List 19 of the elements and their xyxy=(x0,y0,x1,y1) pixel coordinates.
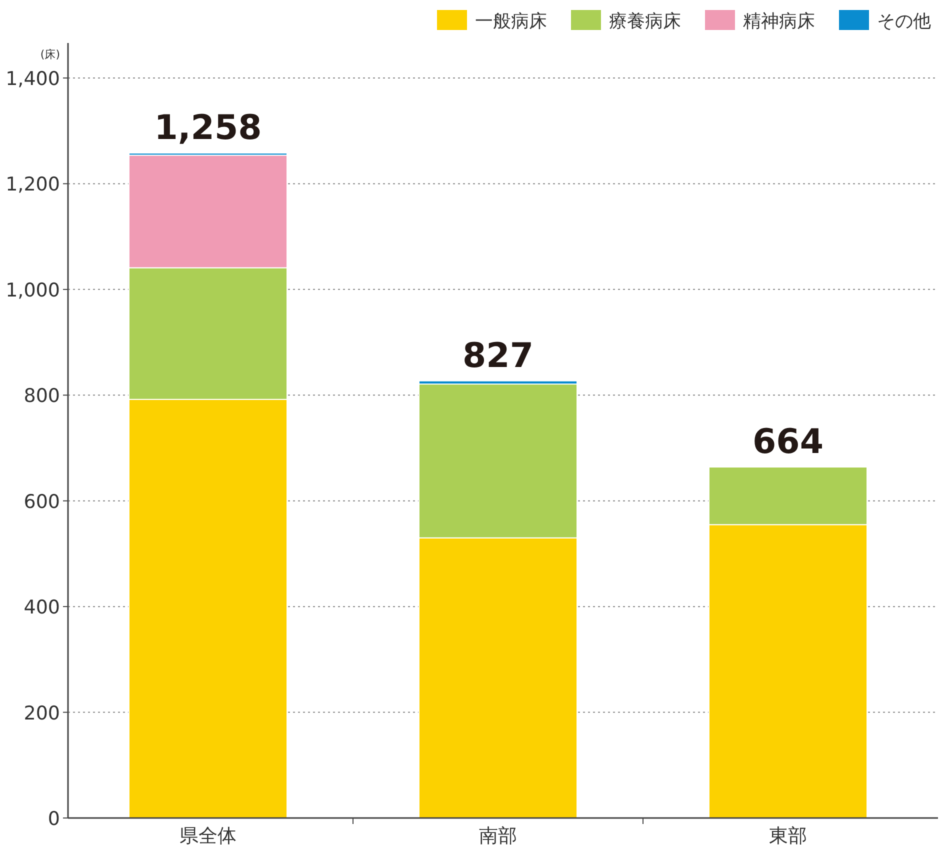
y-tick-label: 1,200 xyxy=(6,174,60,196)
y-tick-label: 0 xyxy=(48,808,60,830)
total-label: 664 xyxy=(752,422,824,462)
y-tick-label: 400 xyxy=(24,596,60,619)
x-tick-label: 県全体 xyxy=(180,825,236,845)
y-tick-label: 1,400 xyxy=(6,68,60,90)
legend-label: 精神病床 xyxy=(743,11,815,32)
x-tick-label: 南部 xyxy=(479,825,517,845)
y-tick-label: 200 xyxy=(24,702,60,724)
total-label: 827 xyxy=(462,336,534,376)
y-axis-title: (床) xyxy=(40,48,60,61)
x-tick-label: 東部 xyxy=(769,825,807,845)
legend-label: その他 xyxy=(877,11,931,32)
y-tick-label: 800 xyxy=(24,385,60,408)
legend-label: 一般病床 xyxy=(475,11,547,32)
total-label: 1,258 xyxy=(154,108,262,148)
y-tick-label: 600 xyxy=(24,490,60,513)
y-tick-label: 1,000 xyxy=(6,279,60,302)
legend-label: 療養病床 xyxy=(609,11,681,32)
